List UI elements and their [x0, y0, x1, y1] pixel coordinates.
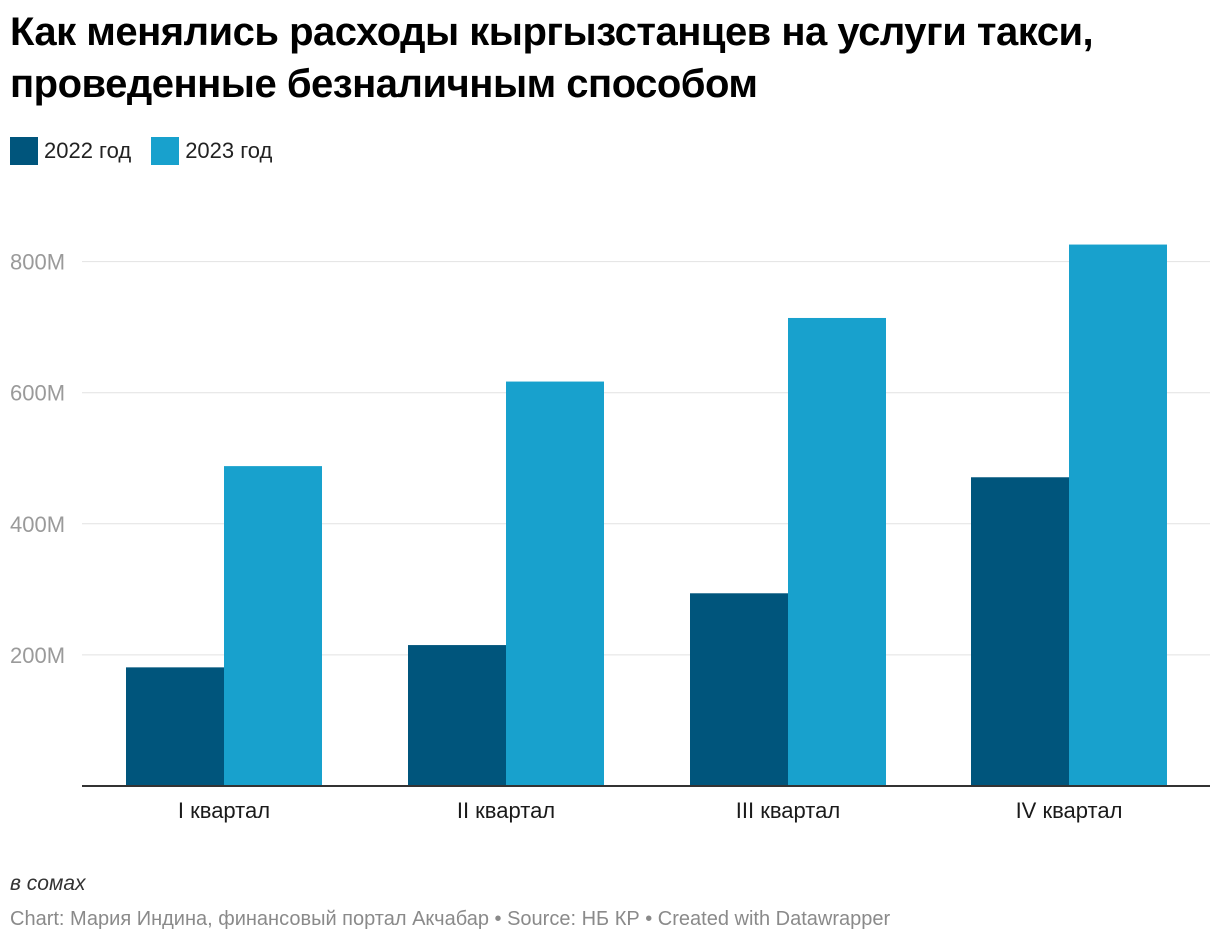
- bar-2023: [788, 317, 886, 786]
- x-tick-label: I квартал: [178, 798, 270, 823]
- chart-title: Как менялись расходы кыргызстанцев на ус…: [10, 10, 1094, 106]
- bar-2022: [690, 593, 788, 786]
- y-tick-label: 600M: [10, 381, 65, 406]
- legend-label-2022: 2022 год: [44, 138, 132, 163]
- x-tick-label: IV квартал: [1016, 798, 1123, 823]
- bar-2022: [971, 477, 1069, 786]
- bar-2023: [506, 381, 604, 786]
- y-tick-label: 800M: [10, 250, 65, 275]
- bar-2023: [224, 466, 322, 786]
- chart-credits: Chart: Мария Индина, финансовый портал А…: [10, 908, 891, 930]
- bar-2023: [1069, 244, 1167, 786]
- legend-swatch-2022: [10, 137, 38, 165]
- y-tick-label: 400M: [10, 512, 65, 537]
- x-tick-label: III квартал: [736, 798, 840, 823]
- y-tick-label: 200M: [10, 643, 65, 668]
- legend-label-2023: 2023 год: [185, 138, 273, 163]
- legend-swatch-2023: [151, 137, 180, 165]
- legend-item-2022: 2022 год: [10, 137, 131, 165]
- tick-labels: 200M 400M 600M 800M I квартал II квартал III к…: [10, 250, 1122, 823]
- unit-note: в сомах: [10, 872, 86, 895]
- bars: [126, 244, 1167, 786]
- bar-2022: [126, 667, 224, 786]
- x-tick-label: II квартал: [457, 798, 555, 823]
- legend: 2022 год 2023 год: [10, 136, 292, 166]
- bar-2022: [408, 645, 506, 786]
- legend-item-2023: 2023 год: [151, 137, 272, 165]
